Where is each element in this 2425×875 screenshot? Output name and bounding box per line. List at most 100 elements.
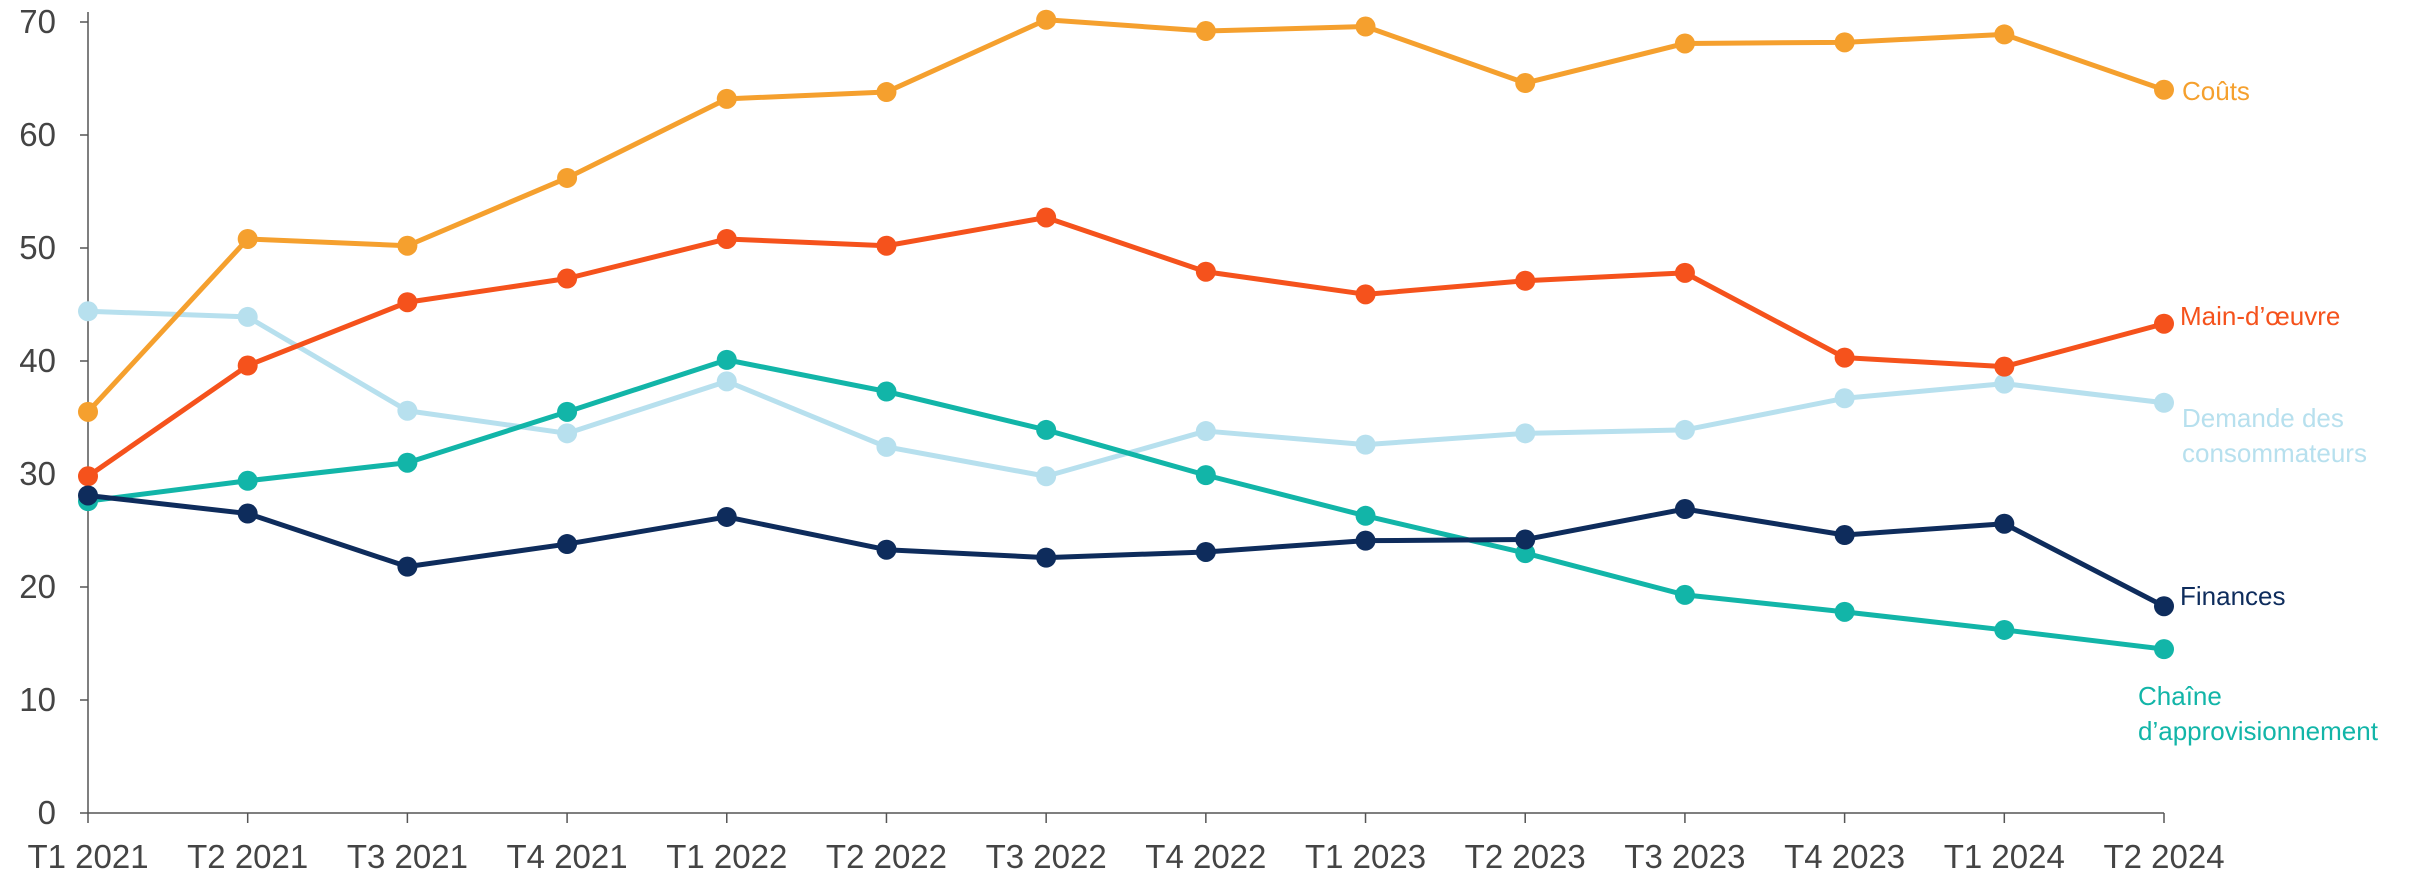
data-point	[237, 503, 258, 524]
series-label: Finances	[2180, 581, 2286, 611]
x-tick-label: T4 2023	[1784, 838, 1905, 875]
data-point	[78, 301, 98, 322]
series-labels: Coûts Main-d’œuvre Demande des consommateur…	[2138, 76, 2379, 746]
data-point	[557, 534, 578, 555]
data-point	[1994, 513, 2015, 534]
data-point	[1994, 24, 2015, 45]
x-tick-label: T3 2022	[986, 838, 1107, 875]
y-tick-label: 50	[19, 229, 56, 266]
x-tick-label: T1 2024	[1944, 838, 2065, 875]
y-tick-label: 0	[38, 794, 56, 831]
data-point	[1355, 16, 1376, 37]
data-point	[78, 466, 98, 487]
series-line	[85, 17, 2167, 415]
series-4	[78, 485, 2174, 617]
data-point	[1674, 584, 1695, 605]
data-point	[1834, 388, 1855, 409]
data-point	[876, 82, 897, 103]
data-point	[1195, 421, 1216, 442]
data-point	[876, 539, 897, 560]
series-label-line: consommateurs	[2182, 438, 2367, 468]
data-point	[1036, 207, 1057, 228]
data-point	[557, 423, 578, 444]
series-label-line: Coûts	[2182, 76, 2250, 106]
y-tick-label: 10	[19, 681, 56, 718]
data-point	[1834, 601, 1855, 622]
data-point	[1355, 284, 1376, 305]
data-point	[1834, 347, 1855, 368]
x-tick-label: T2 2021	[187, 838, 308, 875]
y-tick-label: 30	[19, 455, 56, 492]
series-label: Coûts	[2182, 76, 2250, 106]
data-point	[1674, 499, 1695, 520]
data-point	[1515, 423, 1536, 444]
series-line	[85, 492, 2167, 609]
data-point	[1195, 21, 1216, 42]
series-2	[78, 301, 2174, 487]
data-point	[237, 355, 258, 376]
series-label: Chaîne d’approvisionnement	[2138, 681, 2379, 746]
series-line	[85, 357, 2167, 652]
data-point	[78, 401, 98, 422]
data-point	[1036, 466, 1057, 487]
data-point	[2154, 639, 2174, 660]
data-point	[1195, 465, 1216, 486]
series-label-line: Chaîne	[2138, 681, 2222, 711]
series-line	[85, 214, 2167, 479]
data-point	[1195, 261, 1216, 282]
series-label-line: d’approvisionnement	[2138, 716, 2379, 746]
series-0	[78, 9, 2174, 422]
data-point	[716, 88, 737, 109]
data-point	[2154, 79, 2174, 100]
data-point	[1515, 270, 1536, 291]
series-layer	[78, 9, 2174, 660]
x-tick-label: T1 2021	[27, 838, 148, 875]
y-tick-label: 20	[19, 568, 56, 605]
data-point	[1994, 619, 2015, 640]
data-point	[1674, 262, 1695, 283]
data-point	[1994, 356, 2015, 377]
x-tick-label: T4 2022	[1145, 838, 1266, 875]
y-tick-label: 40	[19, 342, 56, 379]
data-point	[1355, 434, 1376, 455]
data-point	[716, 371, 737, 392]
data-point	[1515, 529, 1536, 550]
data-point	[2154, 392, 2174, 413]
data-point	[1036, 547, 1057, 568]
data-point	[876, 235, 897, 256]
x-tick-label: T3 2023	[1624, 838, 1745, 875]
y-tick-label: 60	[19, 116, 56, 153]
data-point	[1994, 373, 2015, 394]
data-point	[397, 235, 418, 256]
x-tick-label: T2 2022	[826, 838, 947, 875]
data-point	[397, 556, 418, 577]
data-point	[716, 349, 737, 370]
data-point	[237, 306, 258, 327]
series-label-line: Finances	[2180, 581, 2286, 611]
data-point	[1195, 541, 1216, 562]
data-point	[1355, 530, 1376, 551]
axes: 0 10 20 30 40 50 60 70 T1 2021 T2 2021 T3 2021 T4 2…	[19, 3, 2224, 875]
data-point	[397, 452, 418, 473]
data-point	[237, 228, 258, 249]
x-tick-label: T1 2022	[666, 838, 787, 875]
data-point	[2154, 596, 2174, 617]
x-tick-label: T4 2021	[507, 838, 628, 875]
y-tick-label: 70	[19, 3, 56, 40]
x-tick-label: T2 2023	[1465, 838, 1586, 875]
data-point	[1834, 32, 1855, 53]
x-tick-label: T1 2023	[1305, 838, 1426, 875]
data-point	[716, 228, 737, 249]
series-3	[78, 349, 2174, 660]
data-point	[1834, 525, 1855, 546]
data-point	[1674, 419, 1695, 440]
data-point	[557, 401, 578, 422]
data-point	[237, 470, 258, 491]
data-point	[78, 485, 98, 506]
data-point	[1674, 33, 1695, 54]
data-point	[2154, 313, 2174, 334]
series-label-line: Demande des	[2182, 403, 2344, 433]
data-point	[1036, 419, 1057, 440]
series-1	[78, 207, 2174, 487]
